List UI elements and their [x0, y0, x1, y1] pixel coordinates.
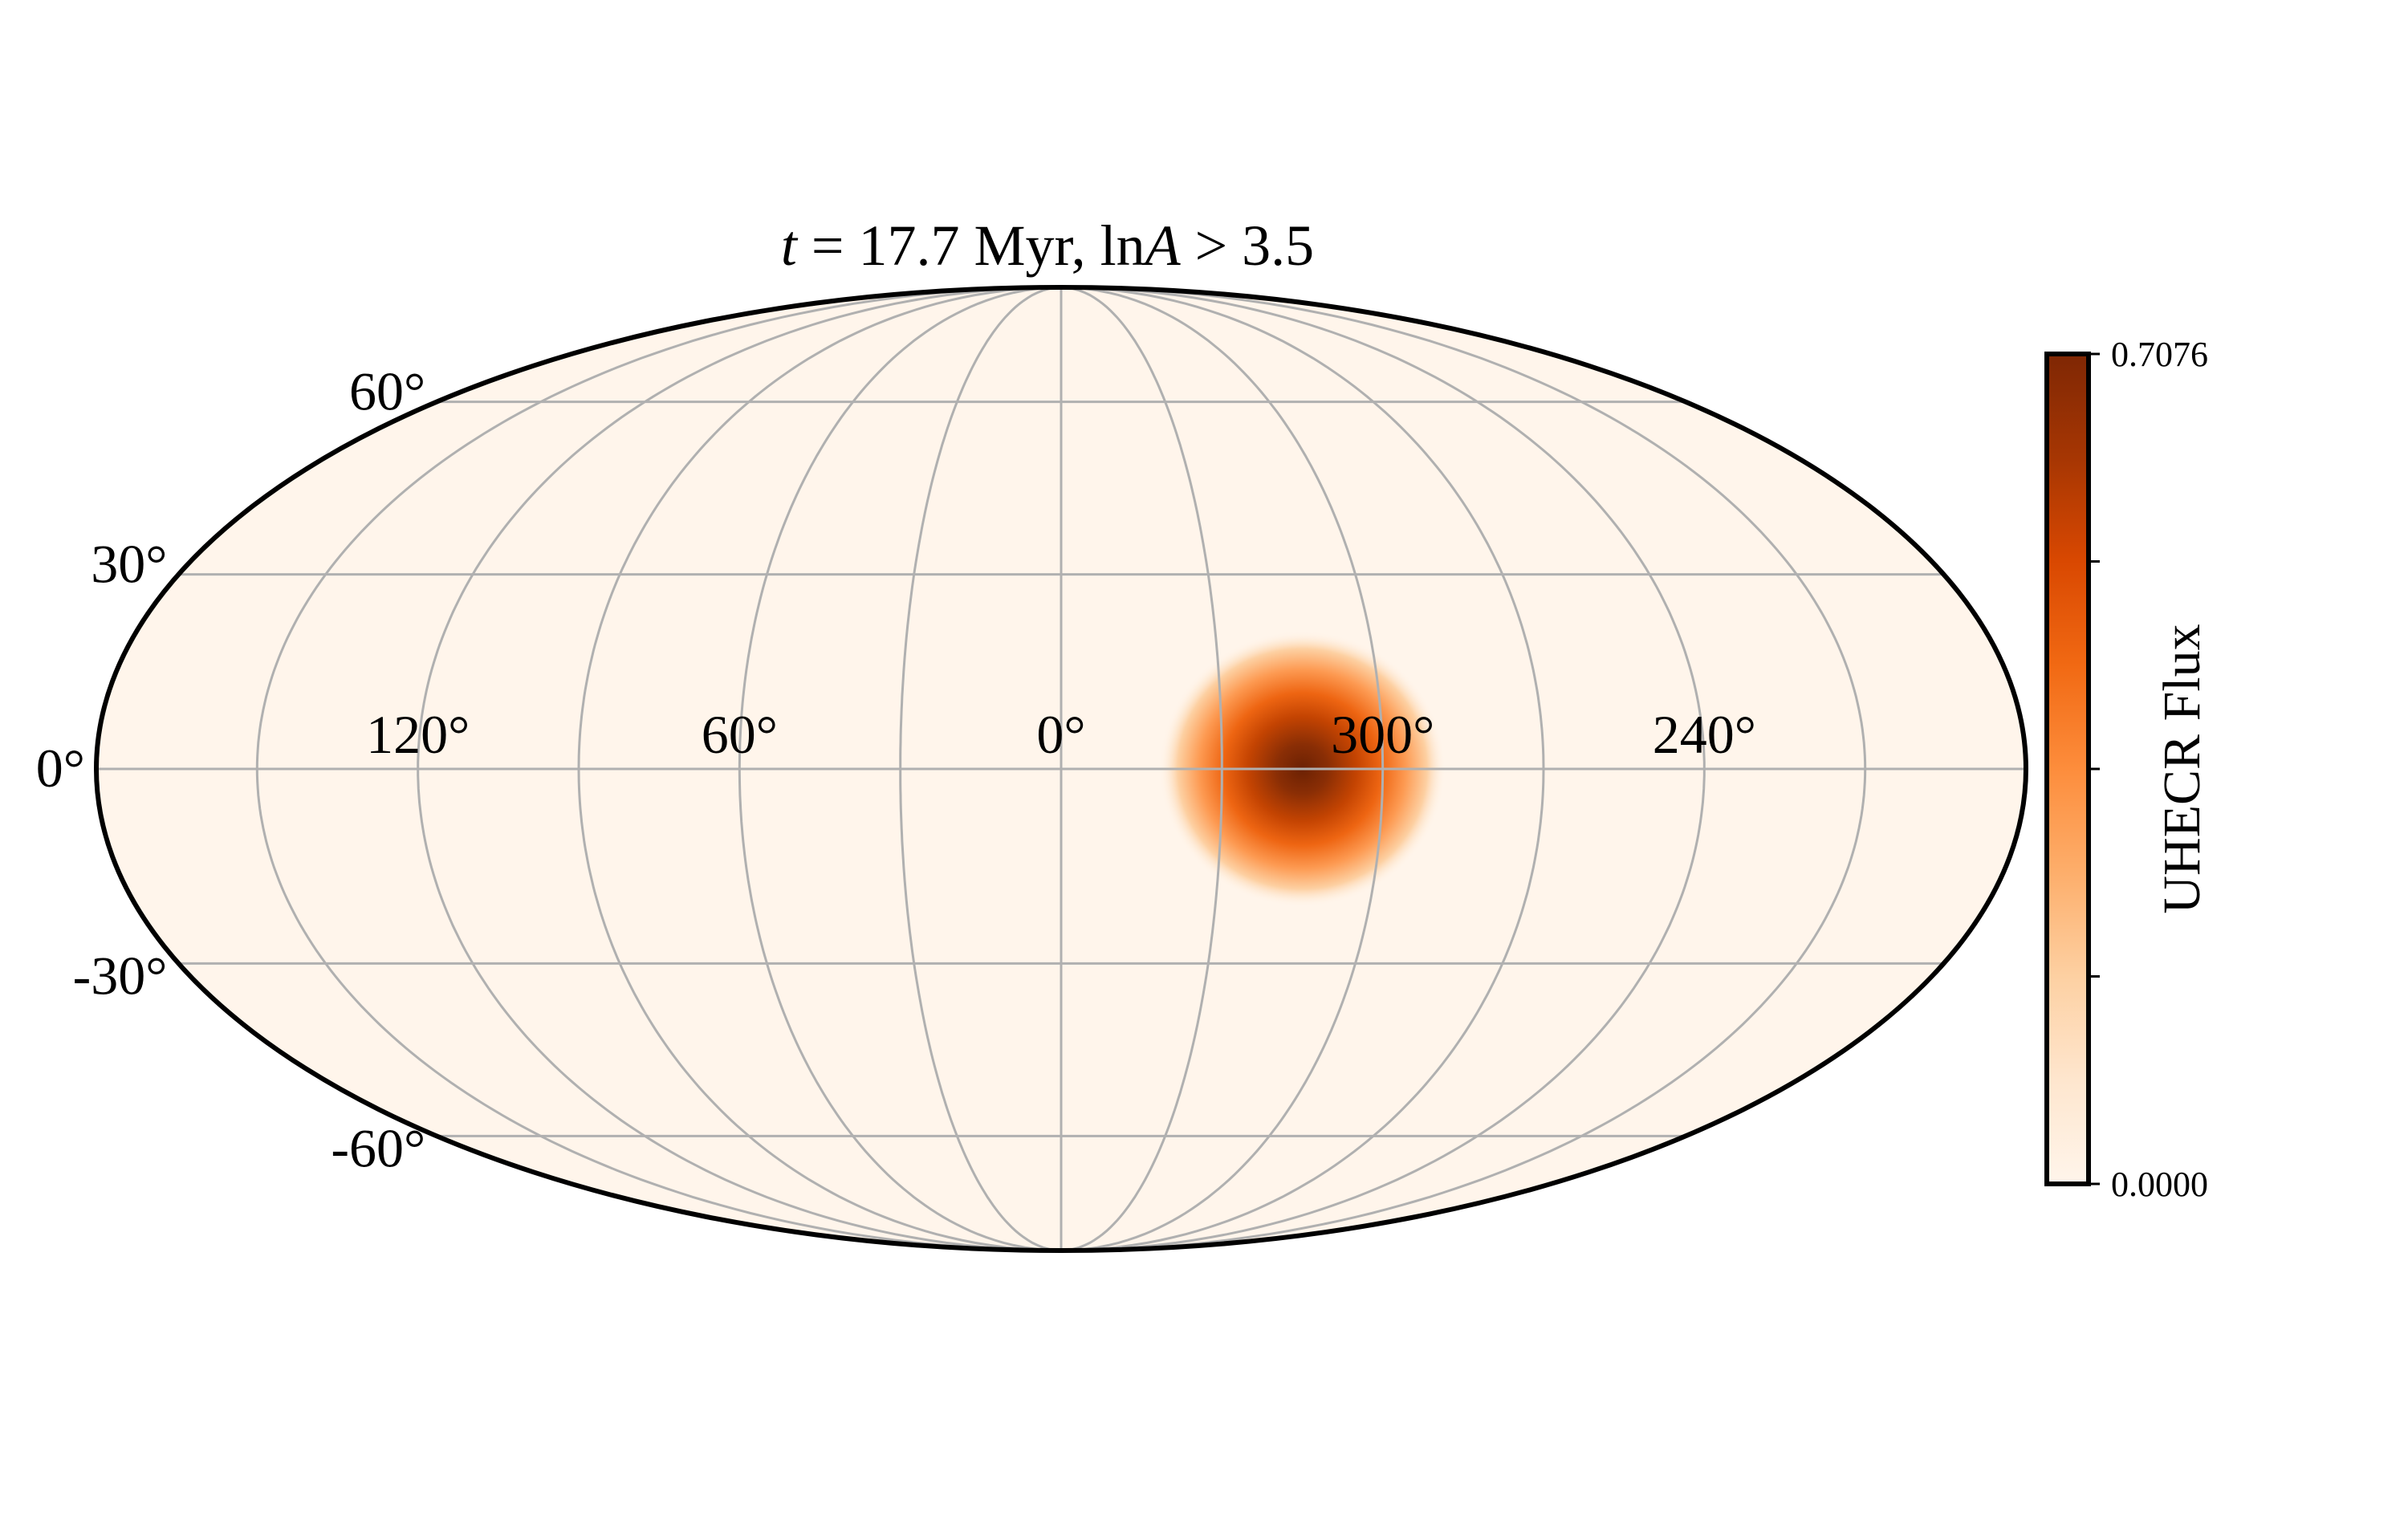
- map-border: [94, 285, 2028, 1253]
- title-t: t: [781, 214, 799, 278]
- latitude-label-3: -30°: [73, 945, 168, 1006]
- colorbar-label: UHECR Flux: [2153, 624, 2211, 913]
- title-A: A: [1142, 214, 1182, 278]
- colorbar: 0.7076 0.0000 UHECR Flux: [2044, 335, 2211, 1204]
- longitude-label-4: 240°: [1653, 704, 1756, 765]
- longitude-label-1: 60°: [702, 704, 778, 765]
- map-area: 120° 60° 0° 300° 240° 60° 30° 0° -30° -60°: [36, 285, 2028, 1253]
- latitude-label-2: 0°: [36, 738, 85, 799]
- longitude-label-2: 0°: [1036, 704, 1085, 765]
- title-tail: > 3.5: [1181, 214, 1315, 278]
- colorbar-max-label: 0.7076: [2111, 335, 2208, 374]
- latitude-labels: 60° 30° 0° -30° -60°: [36, 361, 425, 1179]
- title-equals: = 17.7 Myr, ln: [797, 214, 1145, 278]
- longitude-label-0: 120°: [366, 704, 470, 765]
- chart-title: t = 17.7 Myr, lnA > 3.5: [781, 214, 1314, 278]
- longitude-label-3: 300°: [1331, 704, 1434, 765]
- latitude-label-0: 60°: [349, 361, 425, 422]
- graticule: [96, 286, 2026, 1252]
- latitude-label-1: 30°: [91, 534, 167, 595]
- longitude-labels: 120° 60° 0° 300° 240°: [366, 704, 1756, 765]
- colorbar-ticks: [2089, 352, 2100, 1186]
- colorbar-gradient: [2044, 352, 2091, 1186]
- latitude-label-4: -60°: [331, 1117, 425, 1178]
- colorbar-min-label: 0.0000: [2111, 1165, 2208, 1204]
